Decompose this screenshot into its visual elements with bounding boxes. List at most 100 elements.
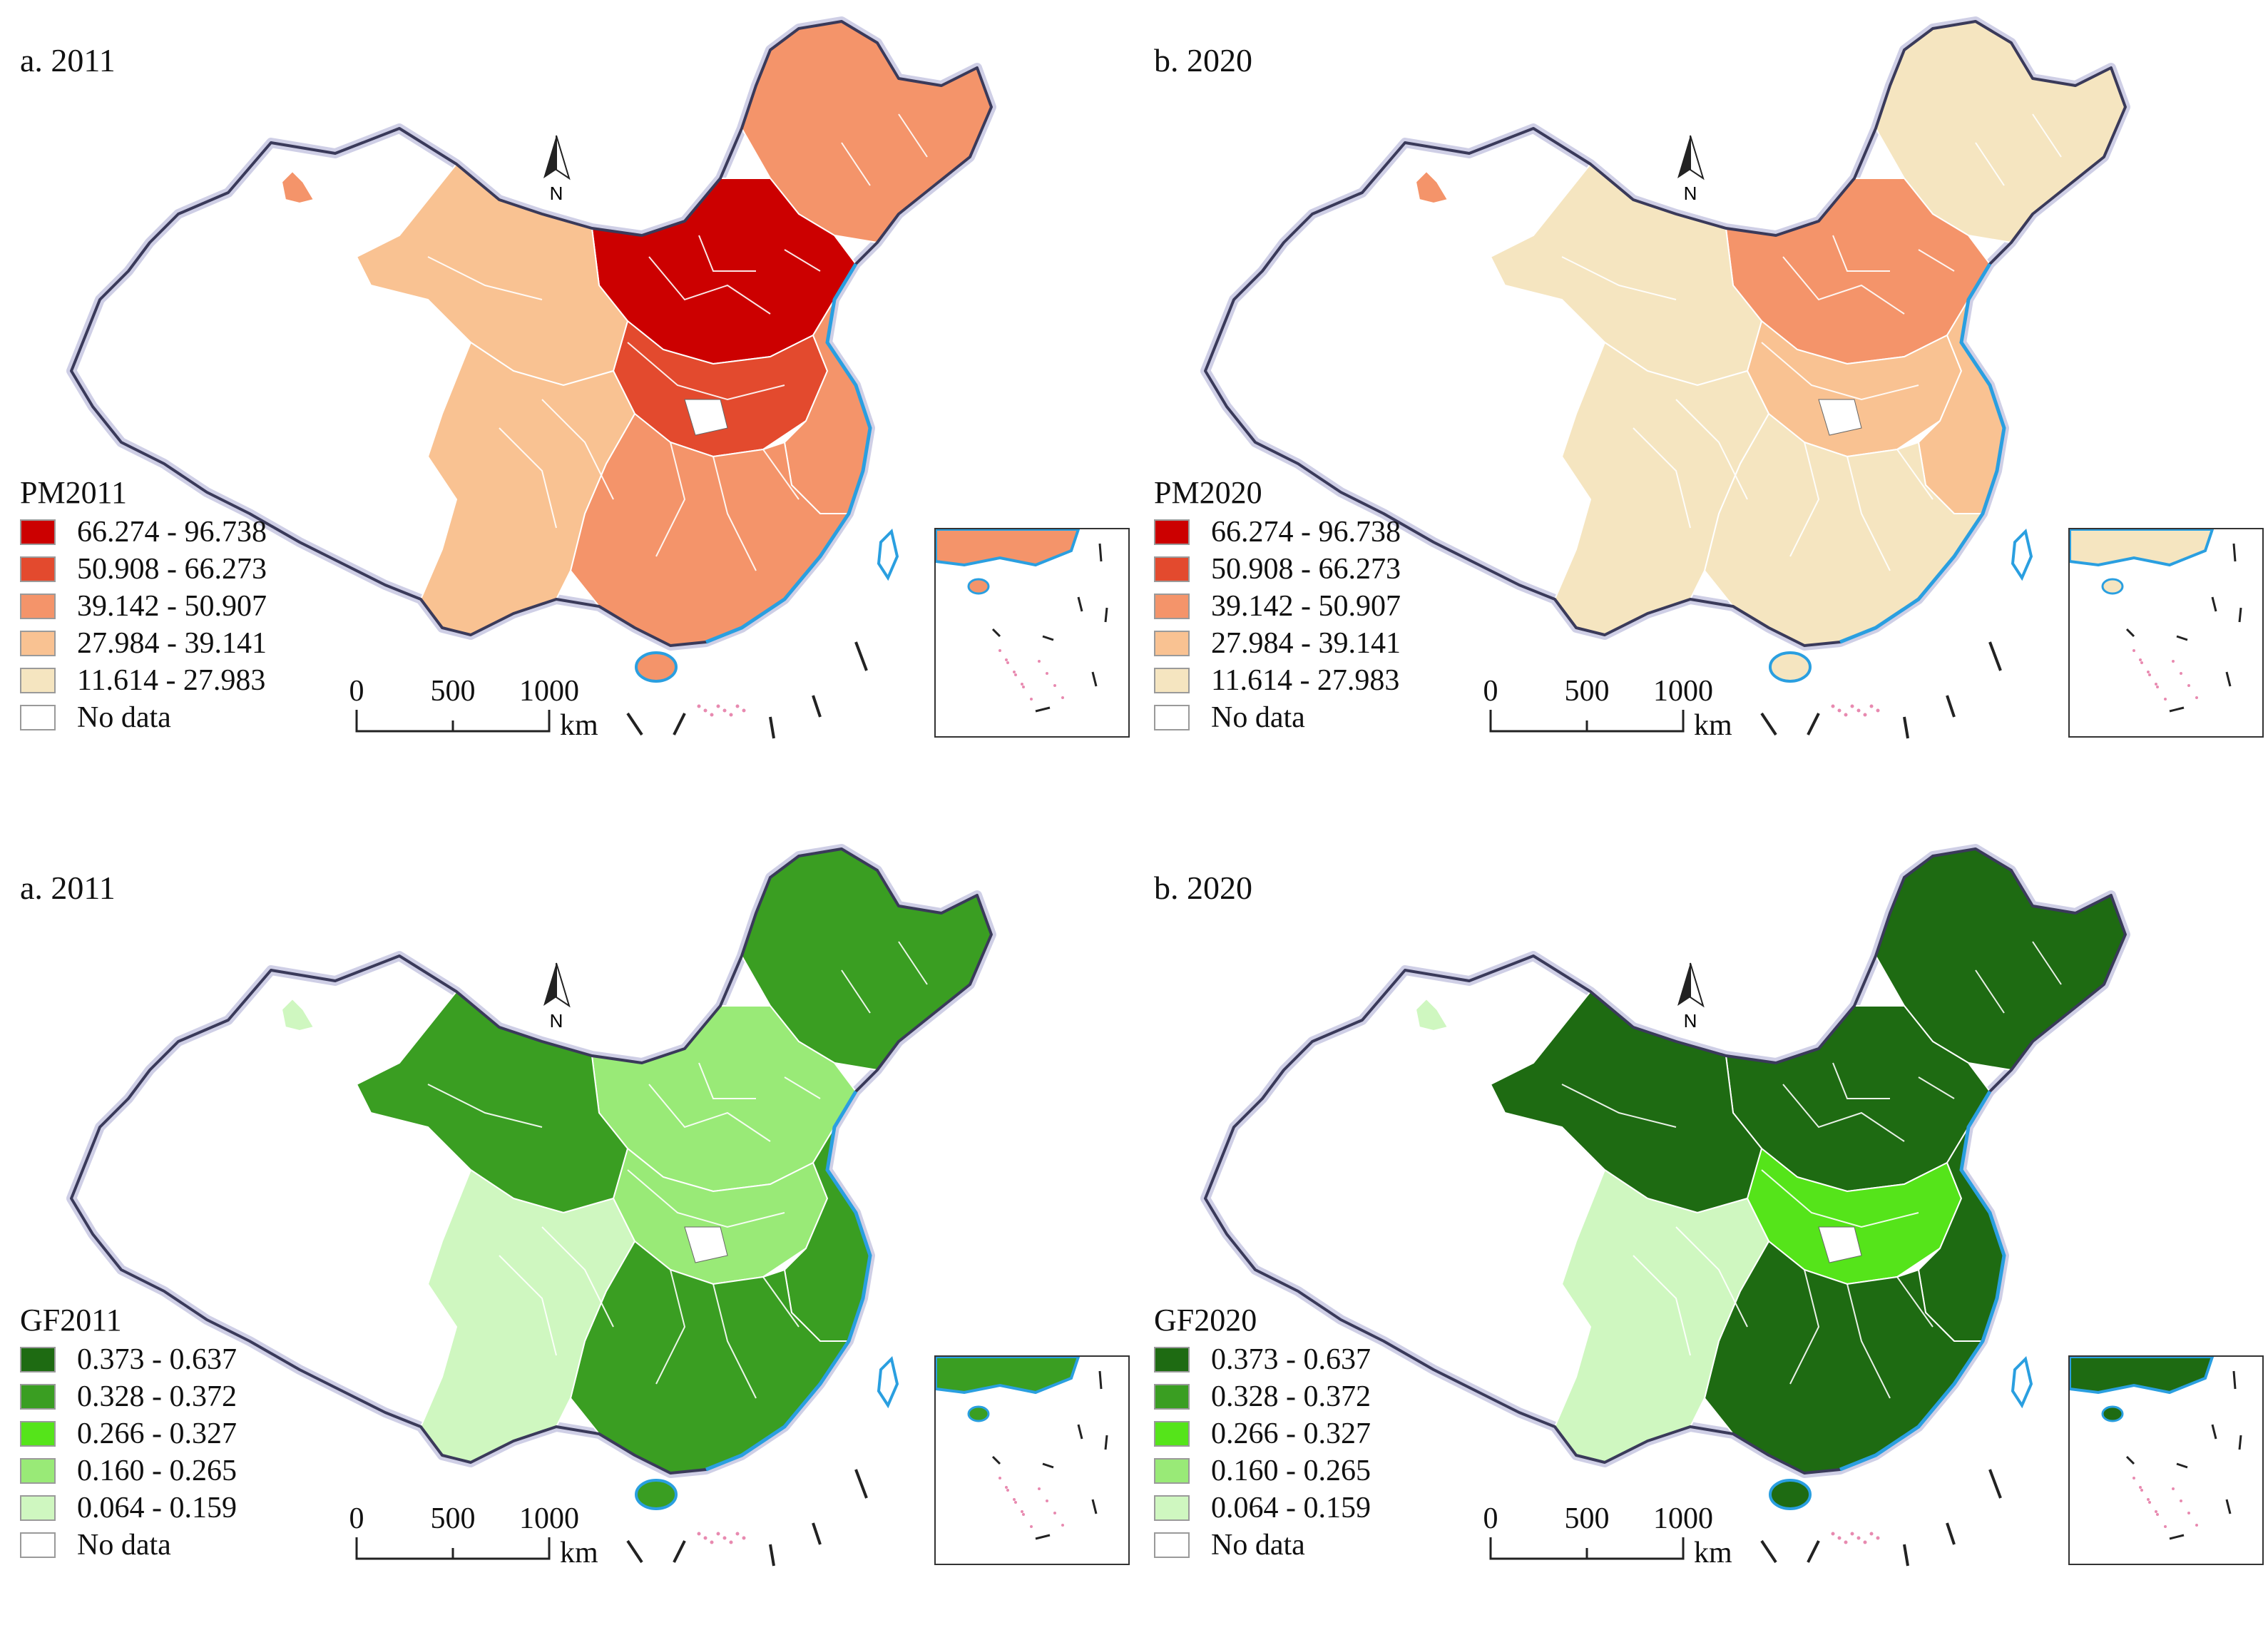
inset-island-dot [1022, 686, 1025, 688]
admin-border [762, 1276, 800, 1328]
inset-boundary-dash [2232, 543, 2237, 562]
scale-unit: km [560, 709, 598, 742]
scale-bar-line [1489, 1537, 1685, 1560]
admin-border [427, 256, 543, 300]
legend-label: No data [1211, 701, 1305, 734]
scale-tick-label: 1000 [1653, 675, 1713, 708]
legend-swatch [1154, 1421, 1190, 1447]
north-arrow-label: N [550, 183, 563, 204]
admin-border [1789, 442, 1820, 557]
inset-island-dot [1005, 1486, 1008, 1489]
scale-bar-line [355, 710, 551, 733]
admin-border [1761, 342, 1919, 401]
legend-swatch [1154, 1532, 1190, 1558]
legend-label: No data [77, 701, 171, 734]
scale-bar-line [355, 1537, 551, 1560]
admin-border [898, 113, 928, 158]
inset-boundary-dash [2169, 706, 2185, 713]
inset-island-dot [1006, 1489, 1009, 1492]
inset-island-dot [1005, 658, 1008, 661]
inset-island-dot [2139, 658, 2142, 661]
legend-label: 0.373 - 0.637 [1211, 1343, 1371, 1376]
hainan-island [1769, 1479, 1812, 1510]
inset-boundary-dash [1035, 1534, 1051, 1540]
island-dot [1831, 1532, 1835, 1536]
china-map: N [66, 844, 996, 1567]
inset-boundary-dash [2176, 635, 2188, 641]
scale-bar: 0 500 1000 km [1476, 1502, 1733, 1573]
admin-border [1918, 249, 1955, 272]
inset-island-dot [2147, 671, 2150, 673]
legend-label: 66.274 - 96.738 [1211, 516, 1401, 549]
scale-bar: 0 500 1000 km [342, 1502, 599, 1573]
panel-title: b. 2020 [1154, 42, 1252, 78]
inset-island-dot [1021, 683, 1023, 686]
north-arrow-label: N [1684, 183, 1697, 204]
taiwan-island [2011, 1356, 2033, 1409]
inset-island-dot [2180, 672, 2182, 675]
admin-border [1633, 427, 1691, 529]
admin-border [712, 1283, 757, 1399]
inset-boundary-dash [1077, 1424, 1083, 1440]
inset-island-dot [1053, 684, 1056, 687]
inset-boundary-dash [2225, 671, 2232, 687]
island-dot [742, 1536, 746, 1540]
admin-border [698, 235, 756, 272]
north-arrow-icon [1677, 962, 1705, 1008]
island-dot [703, 1536, 708, 1540]
scale-unit: km [560, 1537, 598, 1569]
admin-border [762, 449, 800, 500]
admin-border [1832, 235, 1890, 272]
inset-island-dot [2147, 1498, 2150, 1501]
inset-boundary-dash [1104, 607, 1108, 623]
boundary-dash [1903, 1544, 1909, 1567]
south-china-sea-inset [2068, 1355, 2264, 1565]
admin-border [541, 1226, 614, 1328]
legend: PM2011 66.274 - 96.738 50.908 - 66.273 39.1… [20, 474, 267, 736]
legend-item: 0.266 - 0.327 [1154, 1415, 1371, 1452]
island-dot [1869, 1532, 1874, 1536]
legend-swatch [1154, 594, 1190, 619]
admin-border [627, 342, 785, 401]
island-dot [722, 1536, 727, 1540]
boundary-dash [1760, 1539, 1777, 1564]
inset-island-dot [2164, 698, 2167, 701]
legend-item: No data [20, 1527, 237, 1564]
legend-item: 0.064 - 0.159 [1154, 1489, 1371, 1527]
china-map: N [1200, 16, 2130, 739]
legend-swatch [1154, 1384, 1190, 1410]
legend-swatch [20, 1495, 56, 1521]
boundary-dash [854, 1469, 868, 1499]
boundary-dash [1807, 1540, 1820, 1563]
legend-swatch [20, 631, 56, 656]
inset-island-dot [2140, 1489, 2143, 1492]
admin-border [1675, 399, 1748, 500]
legend-label: 0.328 - 0.372 [1211, 1380, 1371, 1413]
legend-swatch [1154, 705, 1190, 730]
admin-border [541, 399, 614, 500]
admin-border [655, 442, 686, 557]
admin-border [1896, 1276, 1934, 1328]
legend-item: 0.328 - 0.372 [1154, 1378, 1371, 1415]
admin-border [1832, 1062, 1890, 1099]
inset-island-dot [1053, 1512, 1056, 1514]
boundary-dash [854, 641, 868, 671]
legend-item: 0.266 - 0.327 [20, 1415, 237, 1452]
admin-border [1782, 1084, 1905, 1142]
island-dot [1863, 713, 1867, 717]
coastline [1839, 1090, 2006, 1472]
taiwan-island [877, 1356, 899, 1409]
island-dot [697, 1532, 701, 1536]
inset-island-dot [2148, 673, 2151, 676]
legend: PM2020 66.274 - 96.738 50.908 - 66.273 39.1… [1154, 474, 1401, 736]
admin-border [2032, 113, 2062, 158]
admin-border [1975, 969, 2005, 1014]
legend-title: PM2020 [1154, 475, 1262, 510]
boundary-dash [1988, 641, 2002, 671]
legend-item: 39.142 - 50.907 [20, 588, 267, 625]
inset-boundary-dash [991, 628, 1001, 638]
region-xinjiang_spot [280, 997, 315, 1032]
scale-tick-label: 500 [430, 1502, 476, 1535]
